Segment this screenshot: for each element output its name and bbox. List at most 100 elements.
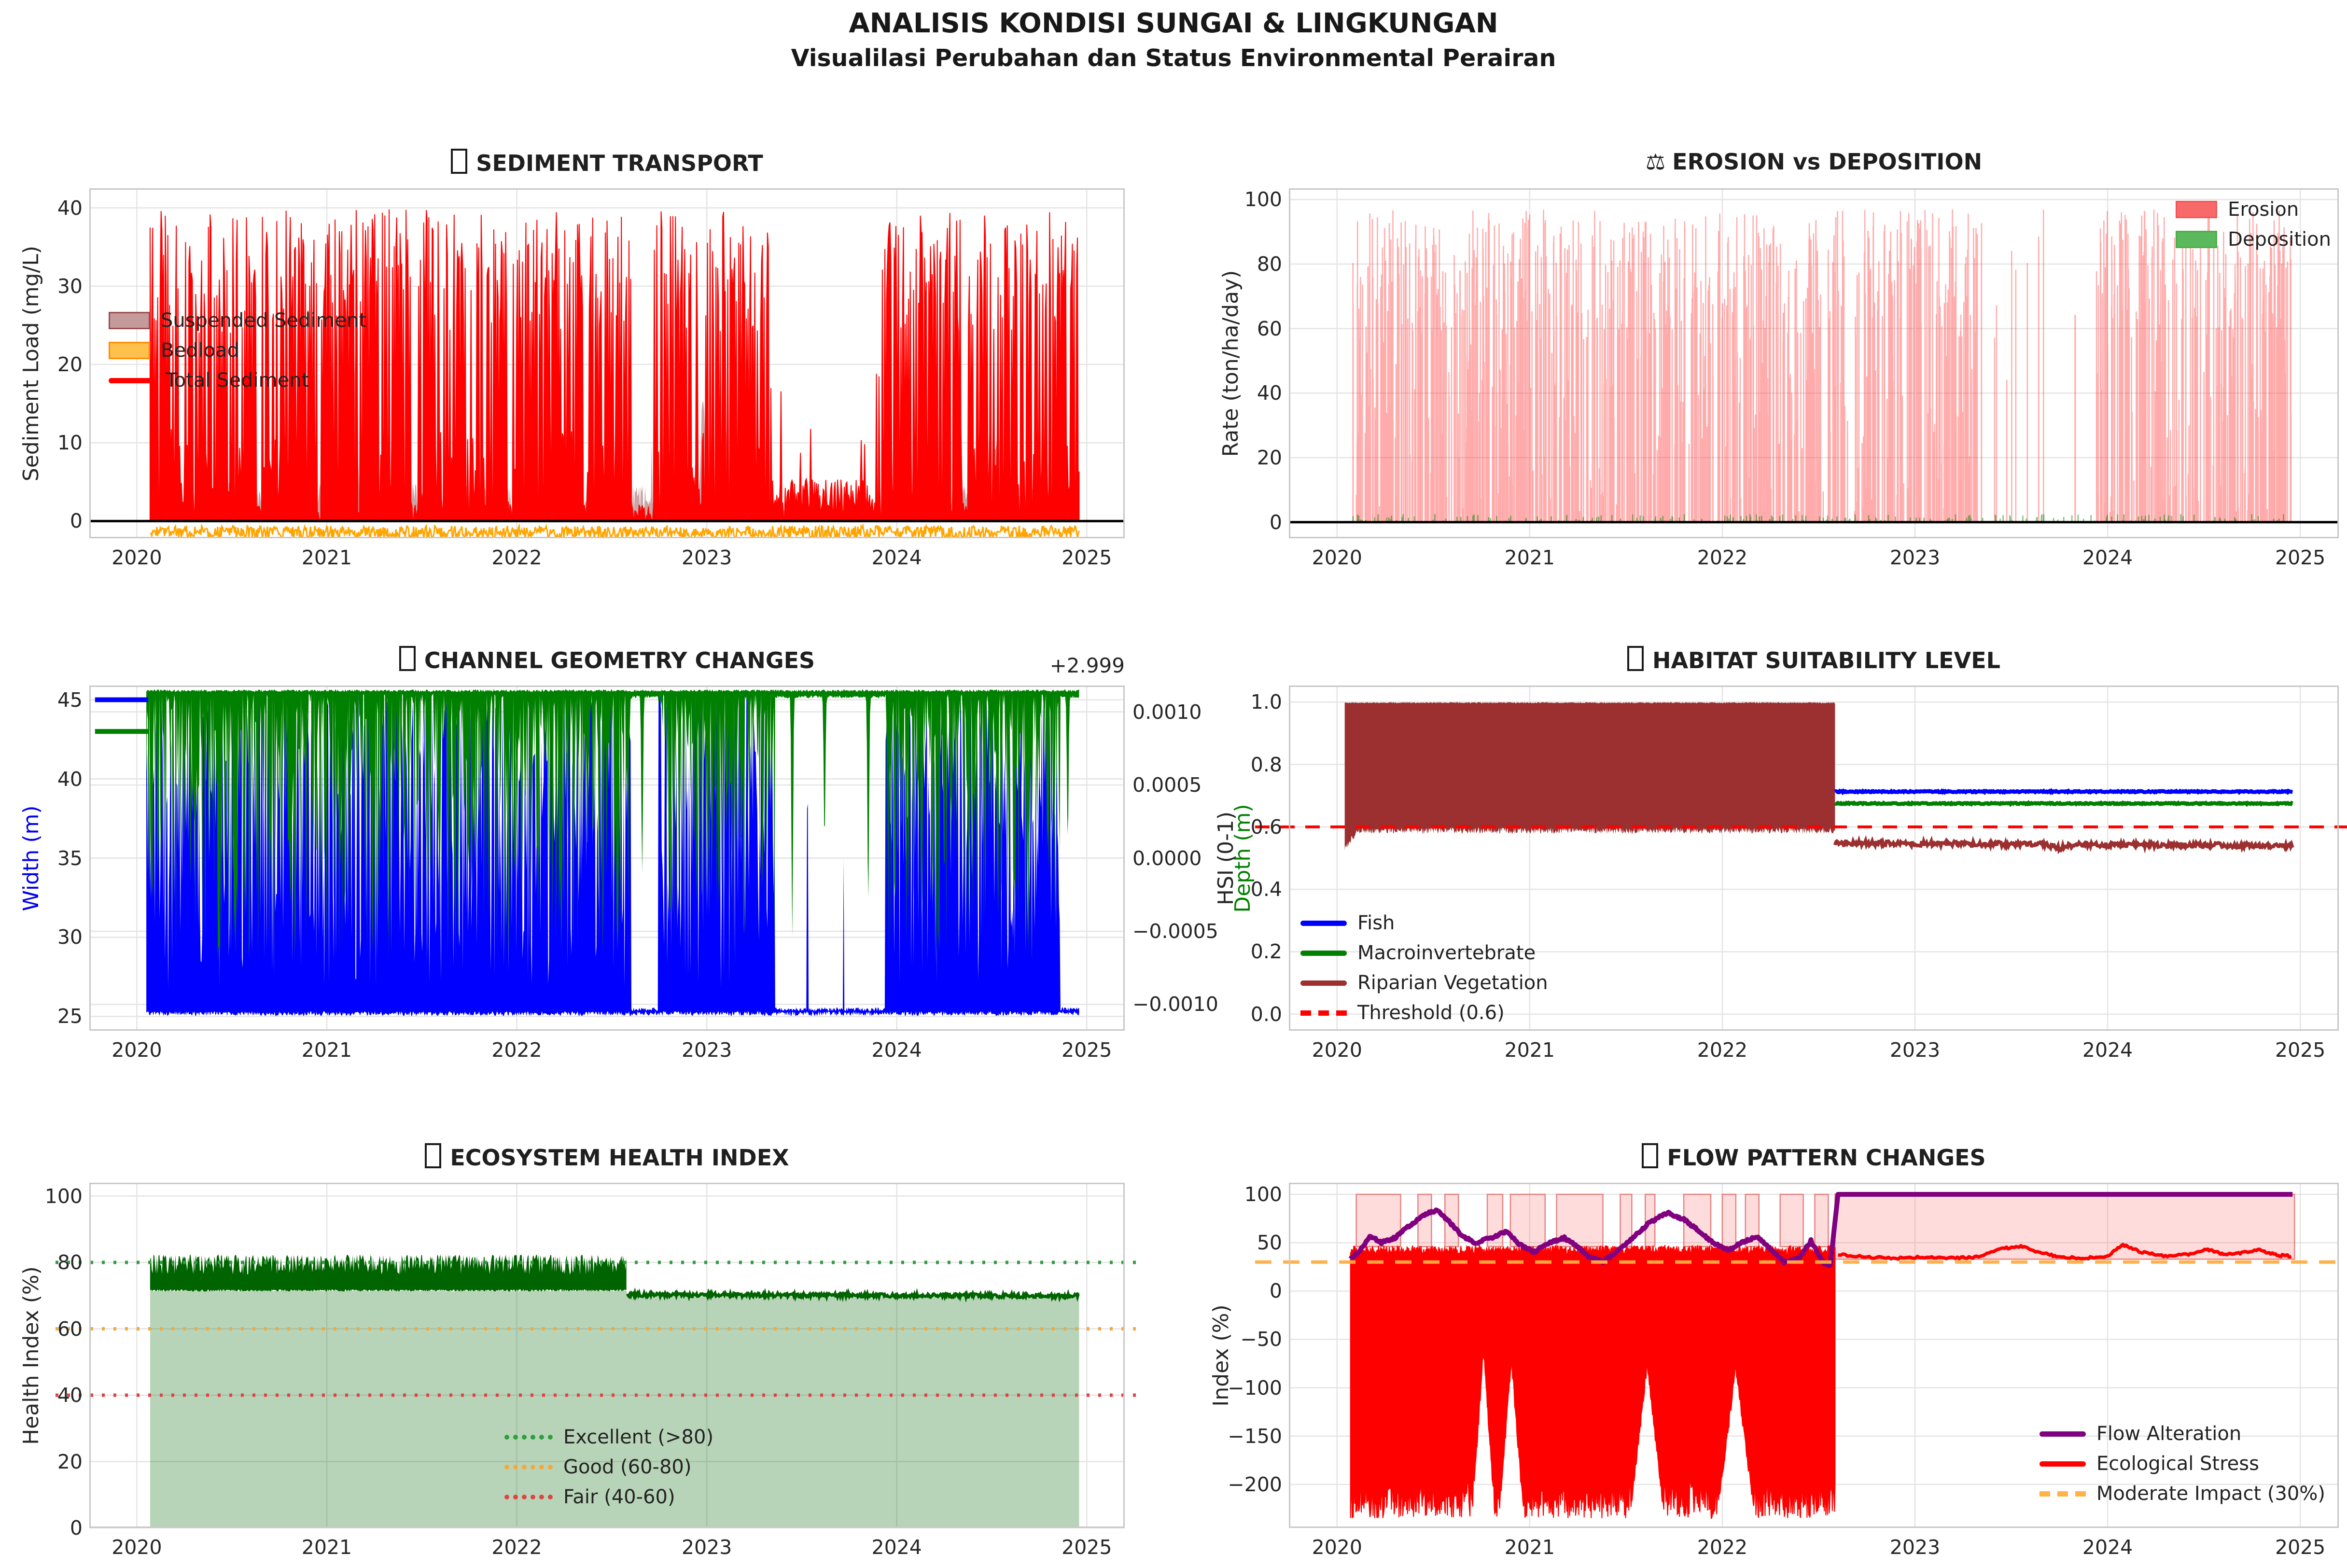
y-tick-label: 100 (1244, 188, 1282, 211)
legend-label: Fish (1357, 912, 1395, 934)
panel-title-text: SEDIMENT TRANSPORT (476, 150, 763, 176)
y-tick-label: 20 (57, 1450, 83, 1473)
legend-dot-swatch (504, 1435, 553, 1440)
y-tick-label: 0 (70, 1516, 83, 1540)
x-tick-label: 2025 (2275, 1038, 2326, 1062)
missing-glyph-icon (425, 1143, 442, 1168)
x-tick-label: 2023 (1889, 546, 1941, 569)
panel-title-flow-pattern: FLOW PATTERN CHANGES (1289, 1143, 2339, 1171)
x-tick-label: 2022 (1697, 546, 1748, 569)
x-tick-label: 2021 (1504, 1536, 1555, 1559)
legend-patch-swatch (109, 312, 150, 329)
y-tick-label: 35 (57, 846, 83, 870)
missing-glyph-icon (1642, 1143, 1659, 1168)
x-tick-label: 2021 (301, 546, 352, 569)
legend: Suspended Sediment Bedload Total Sediment (109, 309, 366, 392)
plot-ecosystem-health (56, 1183, 1137, 1529)
y-tick-label: 80 (1257, 252, 1282, 276)
y-tick-label: 60 (57, 1317, 83, 1341)
legend-label: Moderate Impact (30%) (2096, 1483, 2325, 1505)
x-tick-label: 2024 (2082, 546, 2133, 569)
x-tick-label: 2023 (681, 1038, 732, 1062)
legend-label: Deposition (2228, 228, 2331, 251)
legend-item: Riparian Vegetation (1300, 971, 1548, 994)
y-tick-label: −50 (1240, 1328, 1282, 1351)
y-tick-label: 0.4 (1250, 878, 1282, 901)
y-tick-label: 20 (57, 352, 83, 376)
y-tick-label-right: 0.0000 (1132, 846, 1202, 870)
panel-ecosystem-health: ECOSYSTEM HEALTH INDEX 2020 2021 2022 2023 20… (19, 1143, 1137, 1559)
y-tick-label: 30 (57, 925, 83, 949)
missing-glyph-icon (451, 149, 468, 174)
x-tick-label: 2025 (1062, 1038, 1112, 1062)
legend-item: Excellent (>80) (504, 1426, 713, 1449)
legend-patch-swatch (2176, 231, 2218, 248)
y-tick-label: 100 (44, 1184, 83, 1208)
panel-title-text: EROSION vs DEPOSITION (1672, 149, 1983, 175)
legend-label: Total Sediment (166, 369, 309, 392)
legend: Erosion Deposition (2176, 198, 2331, 251)
y-tick-label-right: −0.0010 (1132, 993, 1218, 1016)
legend-label: Fair (40-60) (563, 1486, 675, 1508)
legend-line-swatch (1300, 950, 1347, 956)
legend-patch-swatch (109, 342, 150, 359)
y-tick-label: 45 (57, 688, 83, 712)
legend-label: Ecological Stress (2096, 1453, 2259, 1475)
x-tick-label: 2022 (491, 1038, 542, 1062)
legend-item: Flow Alteration (2039, 1422, 2325, 1445)
panel-title-sediment-transport: SEDIMENT TRANSPORT (89, 149, 1125, 176)
legend-label: Threshold (0.6) (1357, 1002, 1505, 1024)
legend-item: Fair (40-60) (504, 1485, 713, 1509)
y-tick-label: 40 (57, 767, 83, 791)
x-tick-label: 2025 (2275, 546, 2326, 569)
x-tick-label: 2023 (1889, 1536, 1941, 1559)
axis-offset-text: +2.999 (1049, 654, 1125, 677)
figure-title: ANALISIS KONDISI SUNGAI & LINGKUNGAN (849, 8, 1498, 39)
y-tick-label: 80 (57, 1251, 83, 1274)
y-tick-label: 30 (57, 274, 83, 298)
x-tick-label: 2025 (1062, 546, 1112, 569)
y-axis-label: Health Index (%) (19, 1266, 43, 1445)
missing-glyph-icon (1627, 646, 1644, 671)
x-tick-label: 2020 (112, 1536, 162, 1559)
y-axis-label: Rate (ton/ha/day) (1218, 270, 1243, 457)
y-axis-label: Width (m) (19, 805, 43, 911)
plot-flow-pattern (1255, 1183, 2347, 1528)
x-tick-label: 2024 (871, 1038, 922, 1062)
y-tick-label: −200 (1228, 1472, 1282, 1496)
legend-label: Flow Alteration (2096, 1423, 2242, 1445)
panel-title-ecosystem-health: ECOSYSTEM HEALTH INDEX (89, 1143, 1125, 1171)
panel-title-erosion-deposition: ⚖ EROSION vs DEPOSITION (1289, 149, 2339, 175)
x-tick-label: 2022 (491, 1536, 542, 1559)
x-tick-label: 2020 (112, 1038, 162, 1062)
x-tick-label: 2021 (1504, 546, 1555, 569)
legend-label: Excellent (>80) (563, 1426, 714, 1448)
legend-item: Good (60-80) (504, 1456, 713, 1479)
panel-sediment-transport: SEDIMENT TRANSPORT 2020 2021 2022 2023 2024 20… (19, 149, 1125, 569)
y-tick-label: 25 (57, 1005, 83, 1028)
panel-erosion-deposition: ⚖ EROSION vs DEPOSITION 2020 2021 2022 2023 20… (1218, 149, 2339, 569)
legend-line-swatch (1300, 980, 1347, 986)
x-tick-label: 2023 (681, 546, 732, 569)
plot-erosion-deposition (1289, 188, 2339, 538)
plot-sediment-transport (89, 188, 1125, 538)
panel-title-text: CHANNEL GEOMETRY CHANGES (424, 647, 815, 673)
legend-item: Fish (1300, 911, 1548, 935)
y-tick-label: 0.6 (1250, 815, 1282, 839)
y-tick-label-right: 0.0010 (1132, 700, 1202, 724)
legend-label: Macroinvertebrate (1357, 942, 1536, 964)
legend: Excellent (>80) Good (60-80) Fair (40-60) (504, 1426, 713, 1509)
legend-item: Ecological Stress (2039, 1452, 2325, 1475)
legend-line-swatch (2039, 1431, 2086, 1437)
y-axis-label: Index (%) (1209, 1304, 1233, 1407)
x-tick-label: 2022 (1697, 1038, 1748, 1062)
legend-dot-swatch (504, 1465, 553, 1470)
y-tick-label-right: −0.0005 (1132, 919, 1218, 943)
panel-habitat-suitability: HABITAT SUITABILITY LEVEL 2020 2021 2022 202… (1214, 646, 2347, 1062)
legend-line-swatch (1300, 920, 1347, 926)
legend-dot-swatch (504, 1495, 553, 1499)
legend-item: Deposition (2176, 228, 2331, 251)
panel-title-channel-geometry: CHANNEL GEOMETRY CHANGES (89, 646, 1125, 673)
legend-patch-swatch (2176, 201, 2218, 218)
